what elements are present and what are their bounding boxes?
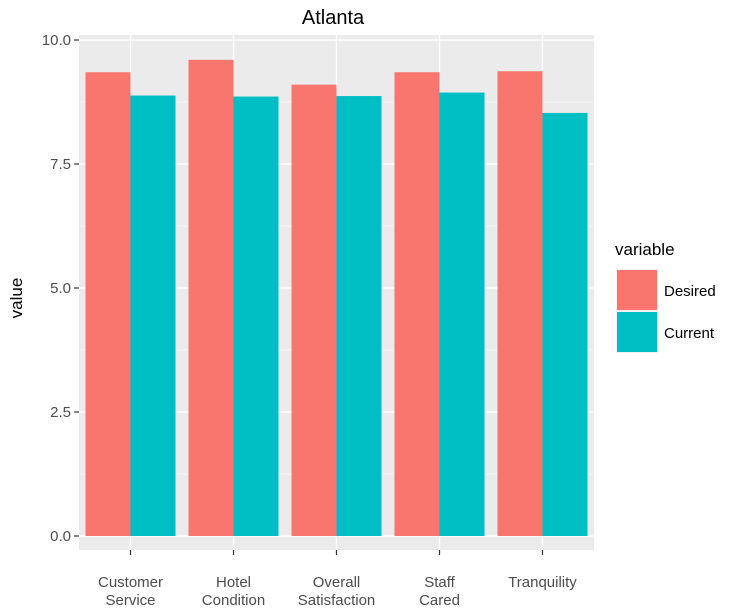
bar-desired-1 <box>188 59 234 537</box>
bar-current-1 <box>233 96 279 536</box>
x-axis: Customer Service Hotel Condition Overall Sati… <box>98 550 577 609</box>
x-tick-label: Tranquility <box>508 574 577 591</box>
x-tick-label: Staff Cared <box>419 574 460 609</box>
bar-current-3 <box>439 92 485 537</box>
bar-desired-0 <box>85 72 131 537</box>
legend-title: variable <box>615 240 675 259</box>
bar-desired-2 <box>291 84 337 536</box>
x-tick-label: Overall Satisfaction <box>298 574 376 609</box>
legend-key-desired <box>617 270 657 310</box>
bar-desired-4 <box>497 71 543 537</box>
legend-label-desired: Desired <box>664 283 716 300</box>
bar-desired-3 <box>394 72 440 537</box>
y-tick-label: 2.5 <box>50 404 71 421</box>
bar-current-2 <box>336 96 382 536</box>
bar-current-4 <box>542 112 588 537</box>
bar-current-0 <box>130 95 176 536</box>
x-tick-label: Hotel Condition <box>202 574 265 609</box>
bars <box>85 59 588 537</box>
y-tick-label: 0.0 <box>50 528 71 545</box>
chart-title: Atlanta <box>302 7 365 29</box>
x-tick-label: Customer Service <box>98 574 163 609</box>
y-axis-label: value <box>7 278 26 319</box>
y-tick-label: 10.0 <box>42 32 71 49</box>
y-tick-label: 5.0 <box>50 280 71 297</box>
legend-key-current <box>617 312 657 352</box>
legend: variable Desired Current <box>615 240 716 353</box>
y-axis: 0.0 2.5 5.0 7.5 10.0 <box>42 32 79 545</box>
y-tick-label: 7.5 <box>50 156 71 173</box>
legend-label-current: Current <box>664 325 715 342</box>
